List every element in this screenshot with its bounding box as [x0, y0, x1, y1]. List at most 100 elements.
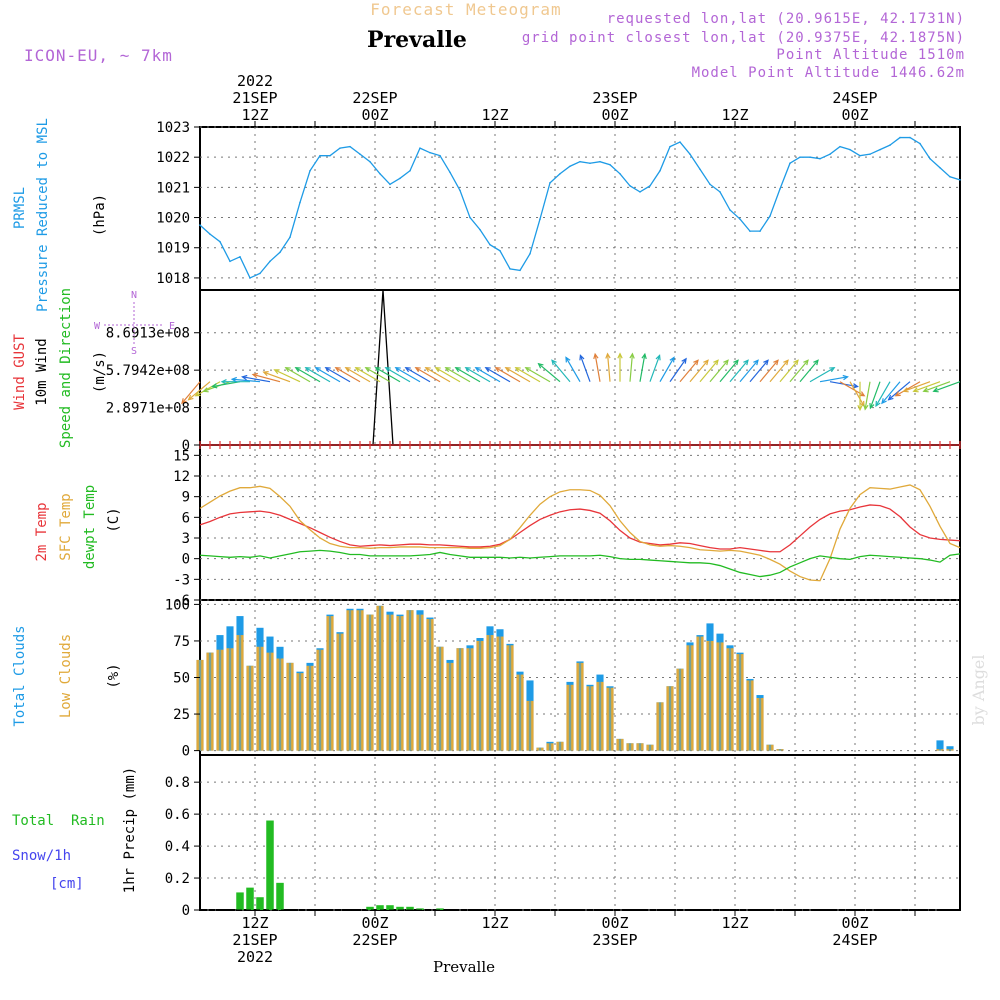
pressure-point	[609, 163, 611, 166]
pressure-point	[779, 188, 781, 190]
pressure-point	[659, 169, 661, 172]
wind-arrow-head	[537, 362, 544, 369]
wind-arrow-head	[852, 383, 859, 389]
cloud-bar-stripe	[708, 640, 712, 751]
wind-arrow	[551, 359, 571, 383]
cloud-bar-stripe	[428, 619, 432, 751]
pressure-msl-label: Pressure Reduced to MSL	[35, 118, 51, 312]
pressure-point	[229, 260, 231, 263]
compass-rose: N S W E	[94, 290, 175, 357]
wind-arrow	[188, 381, 211, 401]
requested-coords: requested lon,lat (20.9615E, 42.1731N)	[607, 11, 965, 27]
temp-ytick-label: 3	[182, 531, 190, 547]
wind-arrow-head	[912, 387, 919, 393]
wind-arrow-head	[605, 352, 611, 359]
cloud-bar-stripe	[578, 662, 582, 751]
rain-bar	[256, 897, 264, 910]
temp-ytick-label: 9	[182, 490, 190, 506]
wind-arrow	[594, 354, 601, 382]
pressure-point	[919, 142, 921, 145]
pressure-point	[319, 154, 321, 157]
wind-arrow	[445, 367, 471, 383]
pressure-point	[329, 154, 331, 157]
grid-point-coords: grid point closest lon,lat (20.9375E, 42…	[522, 30, 965, 46]
model-altitude: Model Point Altitude 1446.62m	[692, 65, 965, 81]
wind-gust-label: Wind GUST	[12, 334, 28, 410]
wind-arrow-head	[693, 359, 699, 366]
wind-arrow	[799, 359, 819, 383]
cloud-bar-stripe	[758, 697, 762, 751]
cloud-bar-stripe	[698, 636, 702, 751]
wind-arrow-head	[723, 359, 729, 366]
cloud-bar-stripe	[408, 610, 412, 751]
wind-arrow-head	[863, 404, 869, 411]
pressure-point	[219, 240, 221, 243]
pressure-point	[249, 277, 251, 279]
wind-arrow-head	[364, 367, 371, 373]
wind-arrow-head	[629, 352, 635, 359]
wind-arrow-head	[869, 402, 875, 410]
cloud-bar-stripe	[568, 684, 572, 751]
pressure-point	[199, 224, 201, 226]
panel-frame-pressure	[199, 126, 961, 291]
wind-arrow	[933, 381, 961, 392]
wind-arrow-head	[617, 352, 623, 359]
pressure-ytick-label: 1021	[156, 180, 190, 196]
wind-arrow	[629, 353, 634, 382]
wind-arrow	[849, 381, 865, 407]
wind-arrow	[809, 367, 835, 383]
top-time-label: 24SEP	[832, 89, 877, 107]
pressure-point	[439, 154, 441, 157]
pressure-point	[649, 185, 651, 187]
cloud-bar-stripe	[338, 633, 342, 751]
wind-arrow	[769, 359, 789, 383]
pressure-point	[939, 166, 941, 169]
temp-unit-label: (C)	[106, 507, 122, 532]
cloud-bar-stripe	[768, 744, 772, 751]
cloud-bar-stripe	[738, 654, 742, 751]
temp-sfc-label: SFC Temp	[58, 493, 74, 560]
wind-arrow	[689, 359, 709, 383]
pressure-point	[729, 209, 731, 211]
precip-ytick-label: 0.6	[165, 807, 190, 823]
wind-arrow-head	[273, 369, 280, 375]
wind-arrow	[639, 354, 646, 382]
wind-arrow-head	[859, 391, 866, 397]
cloud-bar-stripe	[498, 636, 502, 751]
wind-arrow-head	[220, 378, 227, 385]
temp-line-2m-temp	[199, 504, 961, 553]
cloud-bar-stripe	[628, 743, 632, 751]
wind-arrow	[325, 367, 351, 383]
cloud-bar-stripe	[388, 614, 392, 751]
pressure-point	[369, 160, 371, 163]
compass-e-label: E	[169, 321, 175, 332]
wind-ytick-label: 5.7942e+08	[106, 363, 190, 379]
wind-arrow-head	[230, 376, 237, 383]
pressure-point	[489, 243, 491, 246]
wind-arrow-head	[514, 367, 521, 373]
wind-arrow	[913, 381, 941, 392]
pressure-point	[239, 255, 241, 258]
pressure-point	[669, 145, 671, 148]
total-rain-label: Total Rain	[12, 813, 105, 829]
wind-arrow	[345, 367, 371, 383]
wind-arrow-head	[324, 367, 331, 373]
wind-arrow	[252, 373, 281, 383]
wind-arrow	[455, 367, 481, 383]
wind-arrow-head	[294, 367, 301, 373]
pressure-point	[759, 230, 761, 232]
wind-arrow-head	[902, 387, 909, 393]
top-time-label: 12Z	[241, 106, 268, 124]
cloud-bar-stripe	[328, 616, 332, 751]
cloud-bar-stripe	[378, 605, 382, 751]
wind-arrow-head	[703, 359, 709, 366]
cloud-bar-stripe	[228, 648, 232, 751]
cloud-bar-stripe	[288, 662, 292, 751]
pressure-point	[589, 162, 591, 165]
pressure-point	[499, 249, 501, 252]
wind-arrow-head	[187, 394, 194, 401]
wind-arrow	[749, 359, 769, 383]
wind-spike-line	[372, 289, 394, 446]
pressure-point	[889, 144, 891, 146]
